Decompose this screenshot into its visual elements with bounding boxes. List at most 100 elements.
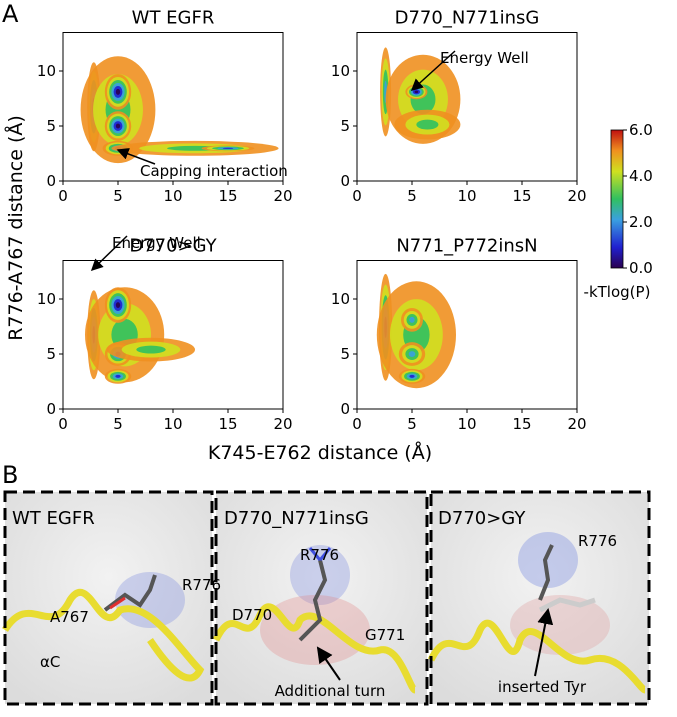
- y-tick-label: 10: [37, 290, 56, 308]
- density-level: [115, 88, 121, 95]
- x-tick-label: 15: [512, 415, 531, 433]
- sticks: [538, 544, 554, 601]
- ribbon: [2, 588, 205, 682]
- y-tick-label: 5: [340, 345, 350, 363]
- chart-title: D770>GY: [129, 236, 217, 257]
- density-level: [409, 374, 415, 378]
- x-tick-label: 0: [58, 415, 68, 433]
- chart-title: D770_N771insG: [395, 8, 540, 29]
- colorbar-label: -kTlog(P): [584, 283, 651, 301]
- y-tick-label: 5: [340, 117, 350, 135]
- colorbar-tick-label: 2.0: [629, 213, 653, 231]
- chart-title: N771_P772insN: [396, 236, 537, 257]
- panel-border: [214, 490, 429, 706]
- structure-title: D770>GY: [438, 508, 526, 529]
- arrow: [316, 646, 341, 681]
- density-level: [408, 351, 416, 358]
- y-tick-label: 5: [46, 345, 56, 363]
- panel-border: [3, 490, 214, 706]
- annotation-arrow: [116, 148, 156, 165]
- x-tick-label: 0: [352, 187, 362, 205]
- density-level: [416, 119, 439, 130]
- density: [80, 56, 279, 164]
- x-tick-label: 5: [407, 415, 417, 433]
- panel-border: [429, 490, 651, 706]
- annotation: Energy Well: [112, 234, 201, 252]
- ribbon: [212, 603, 419, 694]
- x-tick-label: 15: [218, 415, 237, 433]
- x-tick-label: 20: [567, 187, 586, 205]
- density: [376, 273, 456, 389]
- y-tick-label: 10: [37, 62, 56, 80]
- density-level: [136, 345, 166, 354]
- y-tick-label: 0: [340, 400, 350, 418]
- panel-label: A: [2, 0, 19, 28]
- density: [85, 287, 195, 384]
- sticks: [308, 547, 332, 561]
- residue-label: R776: [300, 546, 339, 564]
- y-tick-label: 10: [331, 290, 350, 308]
- surface: [290, 545, 350, 605]
- y-tick-label: 10: [331, 62, 350, 80]
- x-tick-label: 20: [273, 415, 292, 433]
- y-tick-label: 5: [46, 117, 56, 135]
- x-tick-label: 5: [113, 415, 123, 433]
- residue-label: αC: [40, 653, 60, 671]
- x-tick-label: 5: [113, 187, 123, 205]
- y-axis-label: R776-A767 distance (Å): [4, 115, 27, 341]
- x-tick-label: 15: [512, 187, 531, 205]
- colorbar-tick-label: 0.0: [629, 259, 653, 277]
- sticks: [109, 596, 126, 610]
- x-tick-label: 10: [163, 187, 182, 205]
- ribbon: [427, 619, 647, 694]
- x-tick-label: 10: [457, 415, 476, 433]
- x-tick-label: 10: [163, 415, 182, 433]
- sticks: [298, 559, 328, 642]
- x-tick-label: 20: [273, 187, 292, 205]
- structure-title: WT EGFR: [12, 508, 95, 529]
- sticks: [103, 574, 157, 612]
- sticks: [538, 597, 596, 613]
- density-level: [115, 302, 121, 309]
- annotation: Energy Well: [440, 49, 529, 67]
- y-tick-label: 0: [340, 172, 350, 190]
- x-axis-label: K745-E762 distance (Å): [208, 441, 432, 464]
- residue-label: D770: [232, 606, 272, 624]
- x-tick-label: 5: [407, 187, 417, 205]
- density-level: [115, 374, 121, 378]
- density-level: [222, 147, 234, 149]
- y-tick-label: 0: [46, 400, 56, 418]
- x-tick-label: 0: [352, 415, 362, 433]
- arrow: [534, 608, 554, 677]
- structure-panels: [2, 490, 651, 706]
- density-level: [115, 123, 121, 129]
- x-tick-label: 20: [567, 415, 586, 433]
- annotation-arrow: [410, 50, 456, 92]
- annotation: Capping interaction: [140, 162, 288, 180]
- colorbar-tick-label: 6.0: [629, 121, 653, 139]
- residue-label: R776: [578, 532, 617, 550]
- chart-title: WT EGFR: [132, 8, 215, 29]
- x-tick-label: 10: [457, 187, 476, 205]
- surface: [260, 595, 370, 665]
- surface: [510, 595, 610, 655]
- density: [380, 47, 461, 144]
- x-tick-label: 15: [218, 187, 237, 205]
- panel-label: B: [2, 461, 18, 489]
- y-tick-label: 0: [46, 172, 56, 190]
- density-level: [414, 90, 419, 94]
- density-level: [409, 316, 415, 323]
- residue-label: G771: [365, 626, 405, 644]
- annotation-arrow: [90, 235, 128, 272]
- surface: [115, 572, 185, 628]
- x-tick-label: 0: [58, 187, 68, 205]
- structure-bg: [216, 492, 427, 704]
- colorbar-tick-label: 4.0: [629, 167, 653, 185]
- annotation: inserted Tyr: [498, 678, 587, 696]
- colorbar: [610, 129, 624, 269]
- residue-label: A767: [50, 608, 89, 626]
- structure-title: D770_N771insG: [224, 508, 369, 529]
- surface: [518, 532, 578, 588]
- residue-label: R776: [182, 576, 221, 594]
